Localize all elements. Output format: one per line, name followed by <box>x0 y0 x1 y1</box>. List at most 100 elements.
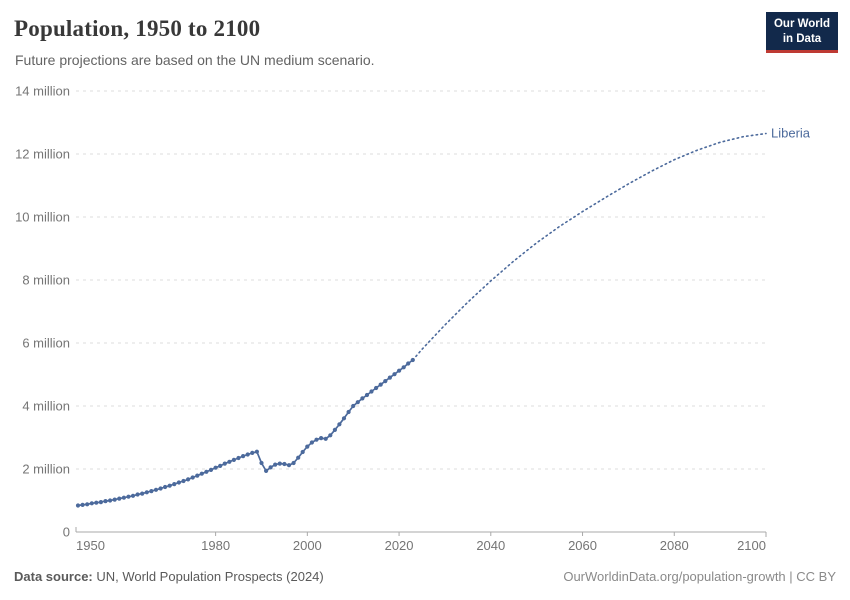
data-point-marker <box>401 365 406 370</box>
data-source-label: Data source: <box>14 569 93 584</box>
data-point-marker <box>172 482 177 487</box>
owid-logo-line2: in Data <box>782 32 822 45</box>
data-point-marker <box>222 461 227 466</box>
data-point-marker <box>309 440 314 445</box>
data-point-marker <box>140 491 145 496</box>
data-point-marker <box>186 477 191 482</box>
data-point-marker <box>204 469 209 474</box>
projection-line[interactable] <box>412 132 767 361</box>
entity-end-label: Liberia <box>771 126 811 141</box>
data-point-marker <box>236 455 241 461</box>
y-axis-tick-label: 12 million <box>15 147 70 162</box>
data-point-marker <box>378 382 383 387</box>
footer-link[interactable]: OurWorldinData.org/population-growth | C… <box>563 569 836 584</box>
data-point-marker <box>144 490 149 495</box>
data-point-marker <box>305 444 310 449</box>
x-axis-tick-label: 2000 <box>293 538 322 553</box>
data-point-marker <box>360 396 365 401</box>
data-point-marker <box>264 468 269 473</box>
data-point-marker <box>332 427 337 432</box>
data-point-marker <box>337 422 342 427</box>
data-point-marker <box>282 461 287 467</box>
data-point-marker <box>158 486 163 491</box>
y-axis-tick-label: 4 million <box>22 399 70 414</box>
data-point-marker <box>364 392 370 398</box>
data-point-marker <box>273 462 278 467</box>
data-point-marker <box>245 452 250 457</box>
data-point-marker <box>383 379 388 384</box>
history-line[interactable] <box>77 359 414 507</box>
x-axis-tick-label: 1980 <box>201 538 230 553</box>
data-point-marker <box>153 487 159 492</box>
x-axis-tick-label: 2060 <box>568 538 597 553</box>
data-point-marker <box>231 457 236 462</box>
data-point-marker <box>296 455 301 460</box>
y-axis-tick-label: 2 million <box>22 462 70 477</box>
data-point-marker <box>135 492 140 497</box>
data-point-marker <box>319 436 324 441</box>
data-point-marker <box>410 357 415 363</box>
data-point-marker <box>341 416 347 421</box>
data-point-marker <box>406 361 411 366</box>
data-point-marker <box>392 372 397 377</box>
data-point-marker <box>387 375 392 380</box>
data-point-marker <box>369 389 374 394</box>
owid-logo-line1: Our World <box>773 18 830 30</box>
data-point-marker <box>130 493 136 498</box>
data-point-marker <box>195 473 200 478</box>
data-point-marker <box>351 403 356 409</box>
x-axis-tick-label: 1950 <box>76 538 105 553</box>
data-point-marker <box>355 400 360 405</box>
data-point-marker <box>190 475 195 480</box>
data-point-marker <box>149 489 154 494</box>
data-point-marker <box>259 460 264 466</box>
data-point-marker <box>176 480 181 485</box>
data-point-marker <box>126 494 131 499</box>
data-point-marker <box>208 467 214 472</box>
data-point-marker <box>108 498 113 503</box>
data-point-marker <box>277 461 282 466</box>
owid-logo[interactable]: Our World in Data <box>766 12 838 54</box>
data-point-marker <box>75 503 81 508</box>
y-axis-tick-label: 10 million <box>15 210 70 225</box>
data-point-marker <box>323 436 328 441</box>
data-point-marker <box>397 368 402 373</box>
data-point-marker <box>94 500 99 505</box>
data-point-marker <box>300 449 305 455</box>
x-axis-tick-label: 2020 <box>385 538 414 553</box>
data-point-marker <box>103 499 108 504</box>
data-point-marker <box>346 409 351 415</box>
y-axis-tick-label: 6 million <box>22 336 70 351</box>
data-point-marker <box>98 500 103 505</box>
data-point-marker <box>268 465 273 470</box>
data-point-marker <box>374 385 379 391</box>
data-point-marker <box>218 463 223 468</box>
data-point-marker <box>213 465 218 470</box>
data-point-marker <box>167 483 172 488</box>
y-axis-tick-label: 14 million <box>15 84 70 99</box>
data-point-marker <box>199 471 204 476</box>
x-axis-tick-label: 2100 <box>737 538 766 553</box>
x-axis-tick-label: 2040 <box>476 538 505 553</box>
data-point-marker <box>181 478 186 484</box>
data-source-text: Data source: UN, World Population Prospe… <box>14 569 324 584</box>
data-point-marker <box>89 501 94 506</box>
data-point-marker <box>163 484 168 490</box>
data-point-marker <box>117 496 122 501</box>
page-subtitle: Future projections are based on the UN m… <box>15 52 375 68</box>
y-axis-tick-label: 0 <box>63 525 70 540</box>
data-point-marker <box>227 459 232 464</box>
data-point-marker <box>250 450 255 455</box>
data-point-marker <box>121 495 126 500</box>
data-point-marker <box>241 454 246 459</box>
data-point-marker <box>328 433 333 438</box>
data-point-marker <box>314 437 319 442</box>
data-point-marker <box>85 502 90 507</box>
data-source-value: UN, World Population Prospects (2024) <box>92 569 324 584</box>
data-point-marker <box>80 502 85 507</box>
data-point-marker <box>254 449 259 454</box>
data-point-marker <box>286 463 292 468</box>
data-point-marker <box>291 460 296 466</box>
